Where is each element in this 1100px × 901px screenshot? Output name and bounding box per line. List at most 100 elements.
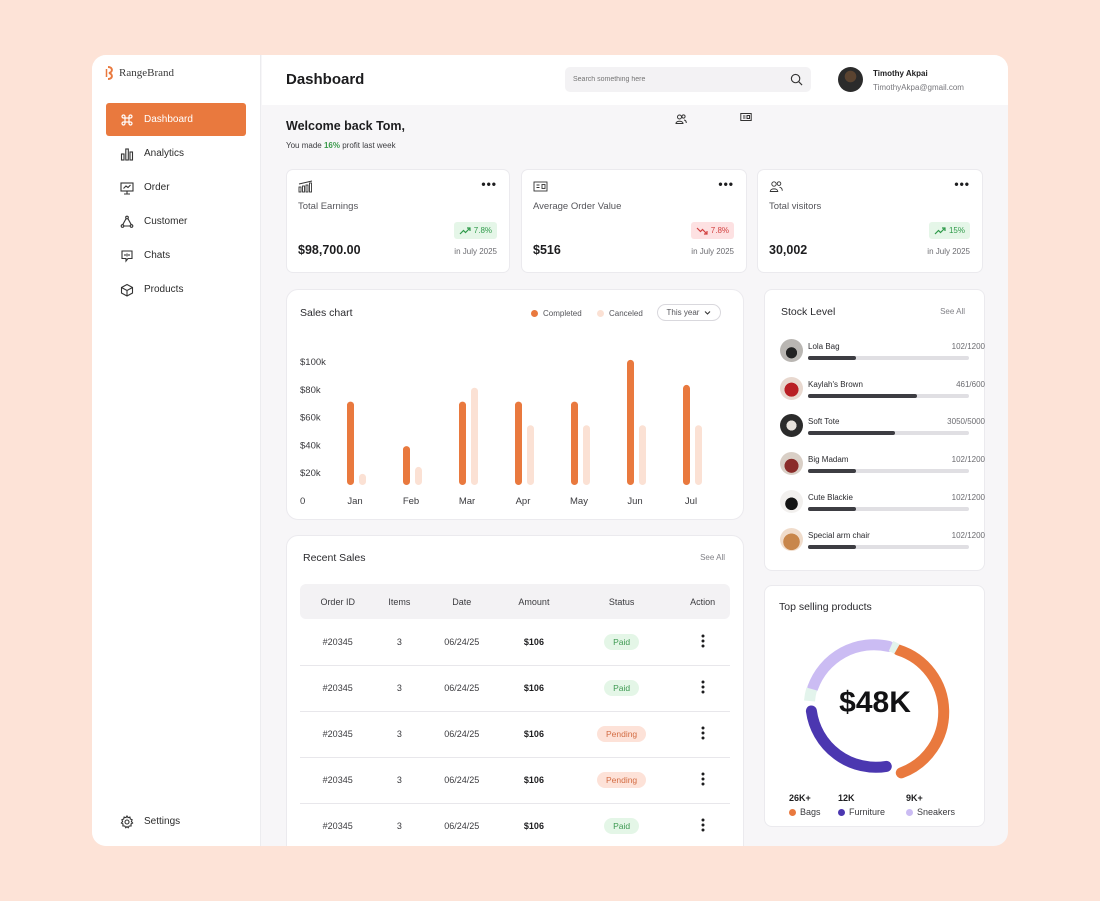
stock-item-name: Soft Tote [808,417,840,427]
trend-down-icon [696,227,708,235]
stock-item[interactable]: Lola Bag 102/1200 [780,339,985,365]
more-vertical-icon[interactable] [698,633,708,649]
profit-summary: You made 16% profit last week [286,141,396,150]
donut-sneakers-segment [807,639,895,694]
column-header[interactable]: Order ID [300,584,376,619]
amount-cell: $106 [500,619,568,666]
trend-up-icon [934,226,946,234]
date-cell: 06/24/25 [423,803,501,846]
stock-item-count: 102/1200 [951,455,985,465]
stat-change-badge: 7.8% [453,222,497,239]
users-icon [675,114,687,124]
table-row[interactable]: #20345 3 06/24/25 $106 Pending [300,757,730,804]
more-vertical-icon[interactable] [698,817,708,833]
user-email: TimothyAkpa@gmail.com [873,83,964,92]
bar-chart-icon [120,147,134,161]
table-row[interactable]: #20345 3 06/24/25 $106 Paid [300,665,730,712]
stock-progress-track [808,356,969,360]
table-row[interactable]: #20345 3 06/24/25 $106 Paid [300,619,730,666]
sidebar-item-products[interactable]: Products [106,273,246,306]
sidebar-item-dashboard[interactable]: Dashboard [106,103,246,136]
topbar: Dashboard Timothy Akpai TimothyAkpa@gmai… [262,55,1008,105]
sidebar-item-settings[interactable]: Settings [106,805,246,838]
money-icon [740,113,752,121]
sidebar-item-order[interactable]: Order [106,171,246,204]
period-select[interactable]: This year [657,304,721,321]
bar-completed-apr[interactable] [515,401,522,485]
stock-level-card: Stock Level See All Lola Bag 102/1200 Kayl… [764,289,985,571]
column-header[interactable]: Action [675,584,730,619]
search-box[interactable] [565,67,811,92]
bar-completed-jan[interactable] [347,401,354,485]
legend-canceled: Canceled [597,309,643,318]
bar-canceled-jun[interactable] [639,425,646,485]
stock-progress-fill [808,431,895,436]
more-options-icon[interactable]: ••• [481,177,497,191]
legend-label: Canceled [609,309,643,318]
column-header[interactable]: Status [567,584,676,619]
stock-see-all-link[interactable]: See All [940,307,965,316]
sidebar-item-analytics[interactable]: Analytics [106,137,246,170]
legend-label: Bags [800,807,821,817]
chat-icon [121,249,133,263]
more-vertical-icon[interactable] [698,679,708,695]
stat-card-earnings: ••• Total Earnings 7.8% $98,700.00 in Ju… [286,169,510,273]
stat-label: Total visitors [769,201,822,212]
brand-logo[interactable]: RangeBrand [105,66,174,80]
bar-completed-jul[interactable] [683,384,690,485]
column-header[interactable]: Amount [500,584,568,619]
stat-period: in July 2025 [691,247,734,256]
bar-canceled-apr[interactable] [527,425,534,485]
bar-canceled-feb[interactable] [415,466,422,485]
y-tick-label: $60k [300,413,321,424]
items-cell: 3 [375,757,424,804]
brand-mark-icon [105,66,113,80]
stock-item[interactable]: Soft Tote 3050/5000 [780,414,985,440]
stock-item[interactable]: Big Madam 102/1200 [780,452,985,478]
bar-canceled-jan[interactable] [359,473,366,485]
bar-completed-may[interactable] [571,401,578,485]
x-tick-label: Feb [403,496,419,507]
stock-item[interactable]: Cute Blackie 102/1200 [780,489,985,516]
stat-label: Average Order Value [533,201,622,212]
action-cell [675,803,730,846]
avatar[interactable] [838,67,863,92]
stock-item[interactable]: Special arm chair 102/1200 [780,527,985,554]
recent-sales-see-all-link[interactable]: See All [700,553,725,562]
table-row[interactable]: #20345 3 06/24/25 $106 Paid [300,803,730,846]
stock-item[interactable]: Kaylah's Brown 461/600 [780,376,985,403]
stat-change-badge: 7.8% [690,222,734,239]
more-vertical-icon[interactable] [698,725,708,741]
more-options-icon[interactable]: ••• [954,177,970,191]
search-input[interactable] [573,76,790,83]
legend-label: Furniture [849,807,886,817]
date-cell: 06/24/25 [423,711,501,758]
sidebar-item-customer[interactable]: Customer [106,205,246,238]
bar-canceled-jul[interactable] [695,425,702,485]
legend-dot [789,808,796,816]
column-header[interactable]: Date [423,584,501,619]
bar-canceled-mar[interactable] [471,387,478,485]
brand-name: RangeBrand [119,67,174,79]
bar-canceled-may[interactable] [583,425,590,485]
stock-progress-track [808,469,969,474]
more-vertical-icon[interactable] [698,771,708,787]
search-icon[interactable] [790,73,803,86]
more-options-icon[interactable]: ••• [718,177,734,191]
trend-up-icon [459,226,471,234]
chart-title: Sales chart [300,307,353,319]
order-id-cell: #20345 [300,665,376,712]
stock-item-count: 3050/5000 [947,417,985,427]
legend-sneakers: 9K+ Sneakers [906,793,955,817]
bar-completed-mar[interactable] [459,401,466,485]
status-badge: Pending [596,772,647,788]
sales-chart-card: Sales chart Completed Canceled This year… [286,289,744,520]
column-header[interactable]: Items [375,584,424,619]
bar-completed-jun[interactable] [627,359,634,485]
triangle-nodes-icon [120,215,134,228]
stock-item-name: Cute Blackie [808,492,853,502]
donut-bags-segment [892,644,950,779]
bar-completed-feb[interactable] [403,446,410,485]
sidebar-item-chats[interactable]: Chats [106,239,246,272]
table-row[interactable]: #20345 3 06/24/25 $106 Pending [300,711,730,758]
